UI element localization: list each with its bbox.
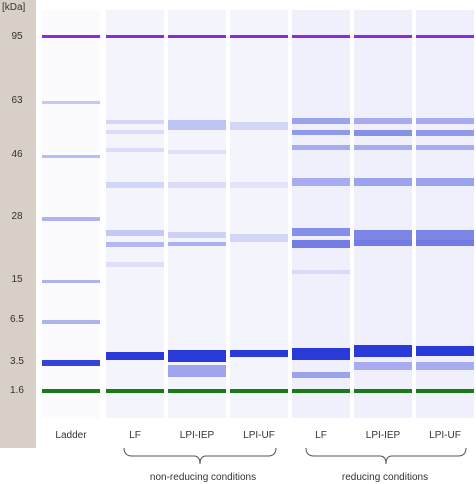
mw-axis-strip <box>0 0 36 448</box>
gel-band <box>168 242 226 246</box>
lower-marker-band <box>230 389 288 393</box>
gel-band <box>106 120 164 124</box>
tick-label: 28 <box>11 211 23 222</box>
gel-band <box>106 130 164 134</box>
gel-band <box>230 182 288 188</box>
gel-band <box>168 120 226 130</box>
gel-band <box>42 280 100 283</box>
upper-marker-band <box>416 35 474 38</box>
tick-label: 1.6 <box>10 385 24 396</box>
lane-label: LF <box>129 430 141 441</box>
tick-label: 15 <box>11 274 23 285</box>
lane-label: Ladder <box>55 430 87 441</box>
upper-marker-band <box>292 35 350 38</box>
group-label-reducing: reducing conditions <box>341 472 429 483</box>
upper-marker-band <box>168 35 226 38</box>
gel-band <box>230 350 288 357</box>
gel-band <box>354 362 412 370</box>
gel-band <box>168 182 226 188</box>
gel-band <box>292 228 350 236</box>
gel-band <box>168 232 226 238</box>
gel-band <box>168 350 226 362</box>
gel-band <box>292 145 350 150</box>
gel-band <box>416 346 474 356</box>
gel-band <box>354 118 412 124</box>
gel-band <box>292 118 350 124</box>
gel-band <box>292 372 350 378</box>
lane-background <box>42 10 100 418</box>
gel-band <box>354 178 412 186</box>
lane-label: LPI-UF <box>243 430 275 441</box>
tick-label: 46 <box>11 149 23 160</box>
gel-band <box>42 155 100 158</box>
gel-band <box>416 240 474 246</box>
lane-label: LPI-IEP <box>179 430 215 441</box>
group-label-non-reducing: non-reducing conditions <box>149 472 257 483</box>
gel-band <box>416 362 474 370</box>
tick-label: 63 <box>11 95 23 106</box>
lane-background <box>106 10 164 418</box>
gel-band <box>42 320 100 324</box>
gel-band <box>292 348 350 360</box>
lower-marker-band <box>106 389 164 393</box>
gel-band <box>42 101 100 104</box>
gel-band <box>42 360 100 366</box>
gel-band <box>416 130 474 136</box>
lane-label: LF <box>315 430 327 441</box>
gel-band <box>292 240 350 248</box>
gel-band <box>106 230 164 236</box>
lane-label: LPI-UF <box>429 430 461 441</box>
gel-band <box>42 217 100 221</box>
gel-band <box>354 345 412 357</box>
lower-marker-band <box>42 389 100 393</box>
gel-band <box>416 230 474 240</box>
lane-background <box>416 10 474 418</box>
tick-label: 6.5 <box>10 314 24 325</box>
upper-marker-band <box>230 35 288 38</box>
gel-band <box>230 234 288 242</box>
gel-band <box>230 122 288 130</box>
bracket-non-reducing <box>123 447 277 465</box>
gel-band <box>106 262 164 267</box>
lane-label: LPI-IEP <box>365 430 401 441</box>
tick-label: 3.5 <box>10 356 24 367</box>
tick-label: 95 <box>11 31 23 42</box>
gel-band <box>106 352 164 360</box>
gel-band <box>106 148 164 152</box>
gel-band <box>416 118 474 124</box>
gel-band <box>106 182 164 188</box>
lower-marker-band <box>292 389 350 393</box>
unit-label: [kDa] <box>2 2 26 13</box>
lower-marker-band <box>168 389 226 393</box>
gel-band <box>354 145 412 150</box>
gel-band <box>292 270 350 274</box>
upper-marker-band <box>106 35 164 38</box>
gel-band <box>292 178 350 186</box>
gel-band <box>106 242 164 247</box>
upper-marker-band <box>354 35 412 38</box>
bracket-reducing <box>305 447 467 465</box>
gel-band <box>416 178 474 186</box>
upper-marker-band <box>42 35 100 38</box>
lower-marker-band <box>354 389 412 393</box>
lower-marker-band <box>416 389 474 393</box>
gel-band <box>354 230 412 240</box>
gel-band <box>416 145 474 150</box>
gel-band <box>292 130 350 135</box>
gel-band <box>168 365 226 377</box>
gel-band <box>168 150 226 154</box>
gel-band <box>354 240 412 246</box>
gel-band <box>354 130 412 136</box>
